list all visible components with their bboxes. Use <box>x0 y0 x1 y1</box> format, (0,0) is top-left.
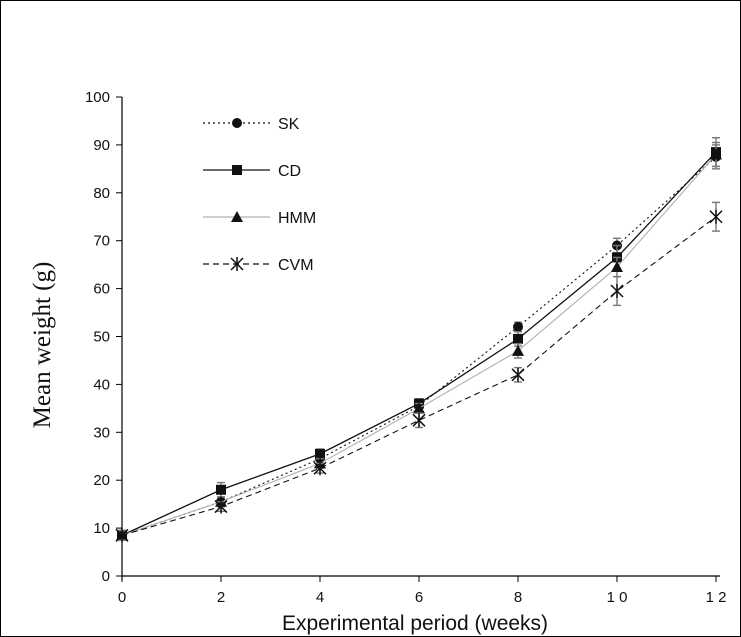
y-tick-label: 10 <box>93 520 110 537</box>
y-tick-label: 40 <box>93 376 110 393</box>
legend-item-sk: SK <box>203 116 300 133</box>
x-tick-label: 1 0 <box>607 589 628 606</box>
y-tick-label: 20 <box>93 472 110 489</box>
x-tick-label: 8 <box>514 589 522 606</box>
legend-marker <box>230 257 244 271</box>
series-sk <box>117 144 721 541</box>
series-line-hmm <box>121 154 717 536</box>
legend-label: CD <box>278 163 301 180</box>
legend-item-cvm: CVM <box>203 257 314 274</box>
x-axis-ticks: 0 2 4 6 8 1 0 1 2 <box>118 576 727 606</box>
x-tick-label: 4 <box>316 589 324 606</box>
axes <box>121 97 720 580</box>
series-line-cd <box>121 151 717 536</box>
data-point-cd <box>513 333 523 344</box>
x-tick-label: 2 <box>217 589 225 606</box>
x-axis-label: Experimental period (weeks) <box>282 612 548 635</box>
data-point-cvm <box>511 367 525 382</box>
legend-label: SK <box>278 116 300 133</box>
x-tick-label: 1 2 <box>706 589 727 606</box>
data-point-cvm <box>313 461 327 476</box>
data-point-cvm <box>412 413 426 428</box>
data-point-cvm <box>115 528 129 543</box>
y-tick-label: 80 <box>93 185 110 202</box>
series-line-cvm <box>121 216 717 536</box>
y-tick-label: 50 <box>93 329 110 346</box>
data-point-cd <box>315 448 325 459</box>
series-cvm <box>115 201 723 543</box>
series-line-sk <box>121 156 717 536</box>
legend-marker <box>232 118 242 128</box>
y-tick-label: 0 <box>102 568 110 585</box>
data-point-hmm <box>710 148 722 160</box>
data-point-hmm <box>611 261 623 273</box>
y-tick-label: 60 <box>93 281 110 298</box>
y-tick-label: 100 <box>85 89 110 106</box>
legend: SK CD HMM CVM <box>203 116 316 274</box>
series-hmm <box>116 141 722 541</box>
legend-marker <box>232 165 242 175</box>
legend-label: CVM <box>278 257 314 274</box>
legend-marker <box>231 211 243 222</box>
data-point-sk <box>513 321 523 332</box>
series-layer <box>115 137 723 543</box>
y-axis-ticks: 0 10 20 30 40 50 60 70 80 90 100 <box>85 89 122 585</box>
x-tick-label: 6 <box>415 589 423 606</box>
y-axis-label: Mean weight (g) <box>29 262 56 429</box>
data-point-hmm <box>512 344 524 356</box>
data-point-cd <box>216 484 226 495</box>
legend-label: HMM <box>278 210 316 227</box>
y-tick-label: 30 <box>93 424 110 441</box>
legend-item-hmm: HMM <box>203 210 316 227</box>
data-point-hmm <box>413 402 425 414</box>
legend-item-cd: CD <box>203 163 301 180</box>
series-cd <box>117 137 721 541</box>
data-point-cvm <box>214 499 228 514</box>
x-tick-label: 0 <box>118 589 126 606</box>
y-tick-label: 70 <box>93 233 110 250</box>
data-point-cvm <box>709 209 723 224</box>
data-point-cvm <box>610 283 624 298</box>
y-tick-label: 90 <box>93 137 110 154</box>
